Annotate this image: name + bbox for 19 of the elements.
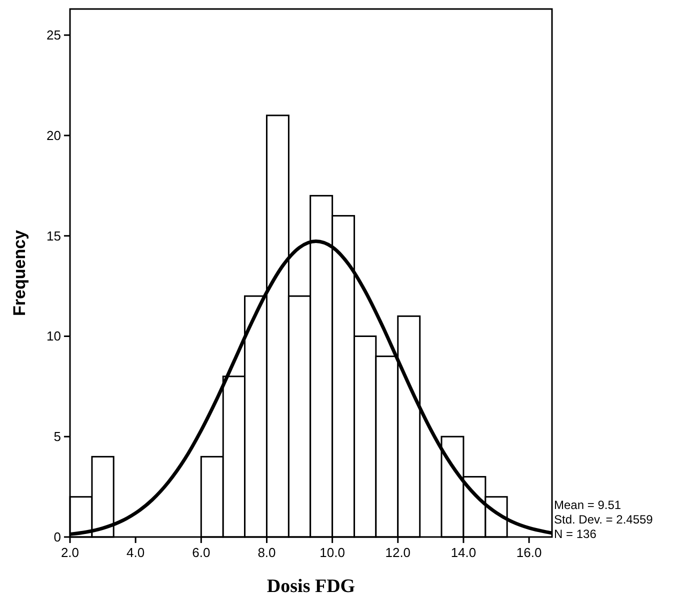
y-tick-label: 5 <box>54 429 61 444</box>
text: Std. Dev. = 2.4559 <box>554 512 654 526</box>
y-tick-label: 15 <box>46 228 61 244</box>
x-tick-label: 16.0 <box>516 545 542 560</box>
x-tick-label: 14.0 <box>450 545 476 560</box>
x-tick-label: 8.0 <box>258 545 276 560</box>
x-tick-label: 12.0 <box>385 545 411 560</box>
y-tick-label: 20 <box>46 128 61 143</box>
y-tick-label: 25 <box>46 28 61 43</box>
y-tick-label: 0 <box>54 530 61 544</box>
x-axis-title: Dosis FDG <box>266 576 356 597</box>
y-tick-label: 10 <box>46 328 61 344</box>
text: Mean = 9.51 <box>554 498 622 512</box>
x-tick-label: 10.0 <box>320 545 345 560</box>
x-tick-label: 4.0 <box>126 545 145 560</box>
x-tick-label: 2.0 <box>60 545 80 560</box>
text: N = 136 <box>554 527 597 541</box>
x-tick-label: 6.0 <box>192 545 210 560</box>
y-axis-title: Frequency <box>10 229 29 316</box>
